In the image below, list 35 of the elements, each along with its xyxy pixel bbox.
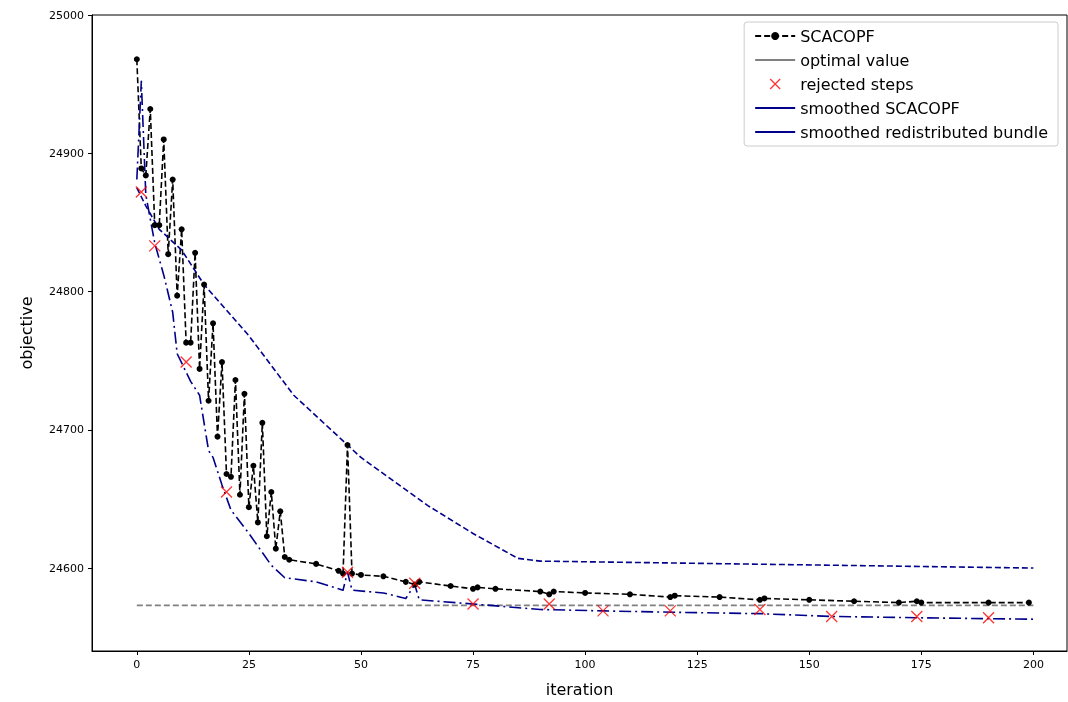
x-tick-label: 0 [133,658,141,671]
x-tick-label: 50 [353,658,368,671]
point [982,611,995,624]
point [135,185,148,199]
y-tick-label: 24600 [49,561,84,575]
point [753,603,767,616]
y-axis-title: objective [16,296,36,370]
x-tick-label: 125 [686,658,708,671]
y-tick-label: 24900 [49,146,84,160]
point [466,597,480,611]
point [596,604,610,618]
x-tick-label: 200 [1022,658,1044,671]
point [664,604,677,618]
legend-label: rejected steps [800,74,914,94]
point [179,355,193,369]
x-tick-label: 25 [241,658,256,671]
y-tick-label: 24800 [49,285,84,299]
point [148,239,161,253]
point [543,597,556,611]
legend-label: smoothed redistributed bundle [800,122,1048,142]
x-axis-title: iteration [545,679,614,699]
y-tick-label: 25000 [49,8,84,22]
y-tick-label: 24700 [49,423,84,437]
x-tick-label: 75 [466,658,481,671]
x-tick-label: 100 [574,658,596,671]
x-tick-label: 175 [910,658,932,671]
point [220,485,233,499]
legend-label: optimal value [800,50,910,70]
point [910,610,923,623]
x-tick-label: 150 [798,658,820,671]
point [408,577,421,590]
point [825,610,838,623]
legend-label: smoothed SCACOPF [800,98,960,118]
legend-label: SCACOPF [800,26,875,46]
point [341,566,354,579]
